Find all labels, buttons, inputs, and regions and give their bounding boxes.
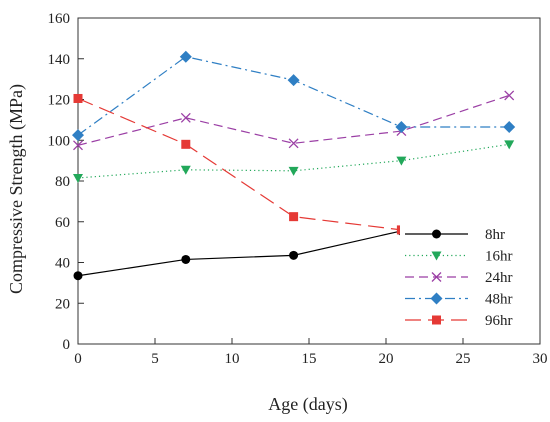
legend-marker xyxy=(432,315,441,325)
series-line xyxy=(77,143,510,179)
data-point xyxy=(73,140,83,151)
data-point xyxy=(73,271,83,281)
data-point xyxy=(504,90,515,101)
x-tick-label: 30 xyxy=(533,351,548,367)
data-point xyxy=(395,121,408,134)
legend-box xyxy=(400,223,538,337)
legend-label: 24hr xyxy=(485,270,513,286)
series-24hr xyxy=(73,90,515,151)
data-point xyxy=(503,121,516,134)
y-tick-label: 40 xyxy=(55,256,70,272)
data-point xyxy=(288,138,299,149)
y-tick-label: 0 xyxy=(63,337,71,353)
x-axis-title: Age (days) xyxy=(268,394,347,415)
series-48hr xyxy=(72,50,516,142)
y-tick-label: 20 xyxy=(55,296,70,312)
x-tick-label: 10 xyxy=(225,351,240,367)
legend-item-16hr: 16hr xyxy=(405,249,513,265)
series-16hr xyxy=(73,140,515,183)
legend: 8hr 16hr 24hr 48hr 96hr xyxy=(400,223,538,337)
data-point xyxy=(396,156,407,166)
legend-item-48hr: 48hr xyxy=(405,292,513,308)
data-point xyxy=(181,139,191,149)
data-point xyxy=(289,212,299,222)
y-tick-label: 160 xyxy=(48,11,71,27)
data-point xyxy=(287,74,300,87)
y-tick-label: 60 xyxy=(55,215,70,231)
series-line xyxy=(77,56,510,136)
x-tick-label: 0 xyxy=(74,351,82,367)
legend-label: 8hr xyxy=(485,227,505,243)
data-point xyxy=(181,254,191,264)
data-point xyxy=(180,112,191,123)
data-point xyxy=(73,93,83,103)
data-point xyxy=(180,165,191,175)
x-tick-label: 15 xyxy=(302,351,317,367)
y-tick-label: 80 xyxy=(55,174,70,190)
data-point xyxy=(73,173,83,183)
data-point xyxy=(289,250,299,260)
legend-item-24hr: 24hr xyxy=(405,270,513,286)
legend-item-96hr: 96hr xyxy=(405,313,513,329)
legend-label: 48hr xyxy=(485,292,513,308)
x-tick-label: 25 xyxy=(456,351,471,367)
legend-item-8hr: 8hr xyxy=(405,227,505,243)
y-tick-label: 100 xyxy=(48,133,71,149)
series-line xyxy=(77,94,510,146)
x-tick-label: 20 xyxy=(379,351,394,367)
legend-marker xyxy=(432,229,441,239)
x-tick-label: 5 xyxy=(151,351,159,367)
legend-label: 16hr xyxy=(485,249,513,265)
y-tick-label: 140 xyxy=(48,52,71,68)
data-point xyxy=(179,50,192,63)
legend-label: 96hr xyxy=(485,313,513,329)
data-point xyxy=(72,129,84,142)
legend-marker xyxy=(431,251,442,261)
y-axis-title: Compressive Strength (MPa) xyxy=(6,84,27,294)
axes: 0 20 40 60 80 100 120 140 160 0 5 10 15 20 25 30 xyxy=(48,11,548,367)
data-point xyxy=(288,166,299,176)
legend-marker xyxy=(431,272,442,282)
legend-marker xyxy=(430,292,443,305)
data-point xyxy=(504,140,515,150)
y-tick-label: 120 xyxy=(48,93,71,109)
